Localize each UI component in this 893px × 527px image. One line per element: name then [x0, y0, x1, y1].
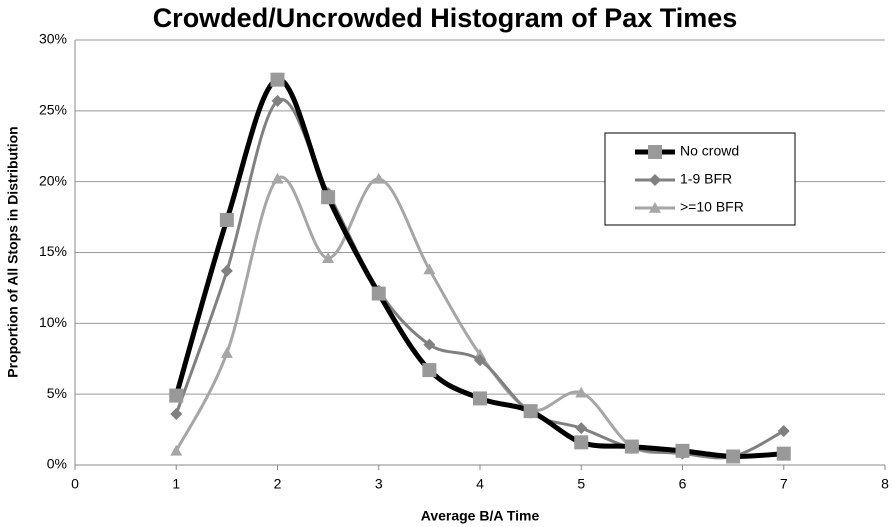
x-tick-label: 5	[577, 476, 585, 492]
marker	[575, 422, 588, 435]
legend-marker	[648, 145, 662, 159]
marker	[271, 172, 284, 184]
x-tick-label: 2	[274, 476, 282, 492]
y-tick-label: 25%	[39, 102, 67, 118]
marker	[271, 94, 284, 107]
x-tick-label: 6	[679, 476, 687, 492]
marker	[219, 212, 234, 227]
marker	[574, 435, 589, 450]
marker	[270, 72, 285, 87]
marker	[777, 425, 790, 437]
y-tick-label: 15%	[39, 243, 67, 259]
x-tick-label: 8	[881, 476, 889, 492]
marker	[170, 444, 183, 456]
marker	[726, 449, 741, 464]
marker	[220, 347, 233, 358]
y-tick-label: 20%	[39, 172, 67, 188]
marker	[675, 443, 690, 458]
marker	[624, 439, 639, 454]
legend-label: No crowd	[680, 143, 739, 159]
x-tick-label: 1	[172, 476, 180, 492]
x-tick-label: 4	[476, 476, 484, 492]
legend-marker	[649, 174, 661, 186]
marker	[423, 263, 436, 275]
marker	[169, 388, 184, 403]
y-tick-label: 10%	[39, 314, 67, 330]
marker	[473, 391, 487, 406]
y-axis-label: Proportion of All Stops in Distribution	[5, 126, 21, 377]
marker	[322, 252, 335, 263]
legend-label: 1-9 BFR	[680, 171, 732, 187]
marker	[372, 172, 385, 184]
marker	[371, 286, 386, 301]
x-tick-label: 0	[71, 476, 79, 492]
chart-title: Crowded/Uncrowded Histogram of Pax Times	[153, 3, 738, 33]
marker	[523, 404, 538, 419]
y-tick-label: 30%	[39, 31, 67, 47]
marker	[474, 354, 486, 367]
x-axis-label: Average B/A Time	[421, 508, 540, 524]
x-tick-label: 7	[780, 476, 788, 492]
y-tick-label: 5%	[47, 385, 67, 401]
marker	[422, 363, 437, 378]
legend-marker	[649, 202, 661, 213]
y-tick-label: 0%	[47, 456, 67, 472]
marker	[220, 264, 233, 277]
legend-label: >=10 BFR	[680, 199, 744, 215]
marker	[321, 190, 336, 205]
marker	[575, 386, 588, 398]
marker	[170, 408, 183, 420]
marker	[474, 348, 486, 360]
x-tick-label: 3	[375, 476, 383, 492]
marker	[776, 446, 791, 461]
marker	[423, 338, 436, 351]
